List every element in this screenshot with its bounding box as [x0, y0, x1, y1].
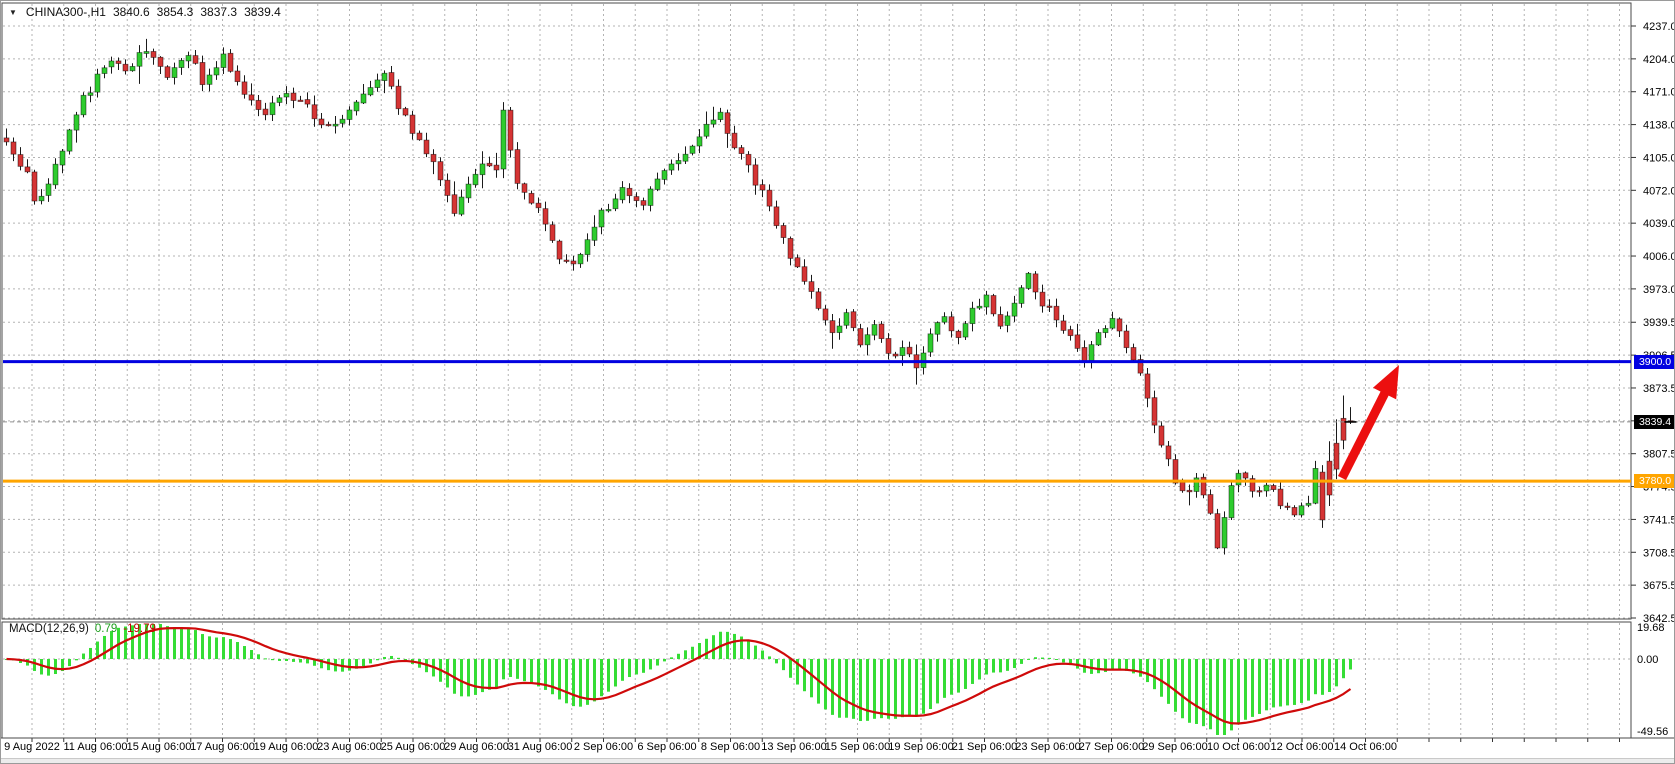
- time-tick-label: 9 Aug 2022: [4, 741, 60, 753]
- ohlc-open: 3840.6: [112, 5, 150, 19]
- time-tick-label: 2 Sep 06:00: [574, 741, 633, 753]
- ohlc-close: 3839.4: [244, 5, 281, 19]
- macd-signal-value: -19.79: [123, 623, 156, 635]
- price-tick-label: 3675.5: [1643, 580, 1675, 592]
- time-tick-label: 19 Aug 06:00: [254, 741, 319, 753]
- trend-arrow-shaft[interactable]: [1337, 386, 1392, 481]
- trend-arrow-head[interactable]: [1372, 365, 1399, 400]
- time-tick-label: 25 Aug 06:00: [381, 741, 446, 753]
- time-tick-label: 12 Oct 06:00: [1271, 741, 1334, 753]
- price-tick-label: 4171.0: [1643, 87, 1675, 99]
- time-tick-label: 8 Sep 06:00: [701, 741, 760, 753]
- chart-header: ▼ CHINA300-,H1 3840.6 3854.3 3837.3 3839…: [7, 5, 281, 19]
- price-tick-label: 4072.0: [1643, 185, 1675, 197]
- ohlc-low: 3837.3: [200, 5, 238, 19]
- symbol-dropdown-icon[interactable]: ▼: [9, 7, 17, 17]
- time-tick-label: 17 Aug 06:00: [190, 741, 255, 753]
- ohlc-high: 3854.3: [156, 5, 194, 19]
- time-tick-label: 15 Aug 06:00: [127, 741, 192, 753]
- time-tick-label: 21 Sep 06:00: [952, 741, 1017, 753]
- candlesticks: [3, 38, 1354, 555]
- current-price-badge: 3839.4: [1634, 415, 1674, 429]
- macd-panel: [3, 624, 1631, 735]
- price-tick-label: 3973.0: [1643, 284, 1675, 296]
- price-tick-label: 3708.5: [1643, 547, 1675, 559]
- macd-name: MACD(12,26,9): [9, 623, 89, 635]
- time-tick-label: 14 Oct 06:00: [1334, 741, 1397, 753]
- chart-title: CHINA300-,H1: [25, 5, 106, 19]
- macd-axis-label: 0.00: [1637, 654, 1658, 666]
- time-tick-label: 23 Aug 06:00: [317, 741, 382, 753]
- price-tick-label: 3642.5: [1643, 613, 1675, 625]
- time-tick-label: 29 Aug 06:00: [444, 741, 509, 753]
- resistance-price-badge: 3900.0: [1634, 355, 1674, 369]
- time-tick-label: 11 Aug 06:00: [63, 741, 127, 753]
- price-tick-label: 4039.0: [1643, 218, 1675, 230]
- price-tick-label: 4204.0: [1643, 54, 1675, 66]
- price-scale[interactable]: 4237.0 4204.0 4171.0 4138.0 4105.0 4072.0 4039…: [1631, 21, 1675, 738]
- horizontal-level-lines[interactable]: [3, 360, 1631, 483]
- macd-indicator-label: MACD(12,26,9) 0.79 -19.79: [9, 623, 156, 635]
- time-tick-label: 10 Oct 06:00: [1207, 741, 1270, 753]
- price-tick-label: 3807.5: [1643, 449, 1675, 461]
- window-bottom-edge: [1, 758, 1674, 763]
- macd-axis-label: -49.56: [1637, 726, 1668, 738]
- macd-main-value: 0.79: [94, 623, 118, 635]
- price-tick-label: 4105.0: [1643, 152, 1675, 164]
- time-tick-label: 29 Sep 06:00: [1142, 741, 1207, 753]
- macd-axis-label: 19.68: [1637, 622, 1665, 634]
- price-tick-label: 3873.5: [1643, 383, 1675, 395]
- time-tick-label: 15 Sep 06:00: [825, 741, 890, 753]
- price-tick-label: 3939.5: [1643, 317, 1675, 329]
- time-tick-label: 23 Sep 06:00: [1015, 741, 1080, 753]
- time-tick-label: 13 Sep 06:00: [761, 741, 826, 753]
- price-tick-label: 4006.0: [1643, 251, 1675, 263]
- grid: [1, 2, 1632, 739]
- time-tick-label: 19 Sep 06:00: [888, 741, 953, 753]
- support-price-badge: 3780.0: [1634, 474, 1674, 488]
- price-tick-label: 3741.5: [1643, 514, 1675, 526]
- time-tick-label: 27 Sep 06:00: [1079, 741, 1144, 753]
- time-tick-label: 6 Sep 06:00: [637, 741, 696, 753]
- price-tick-label: 4237.0: [1643, 21, 1675, 33]
- price-tick-label: 4138.0: [1643, 120, 1675, 132]
- annotations[interactable]: [1337, 365, 1399, 481]
- time-tick-label: 31 Aug 06:00: [508, 741, 573, 753]
